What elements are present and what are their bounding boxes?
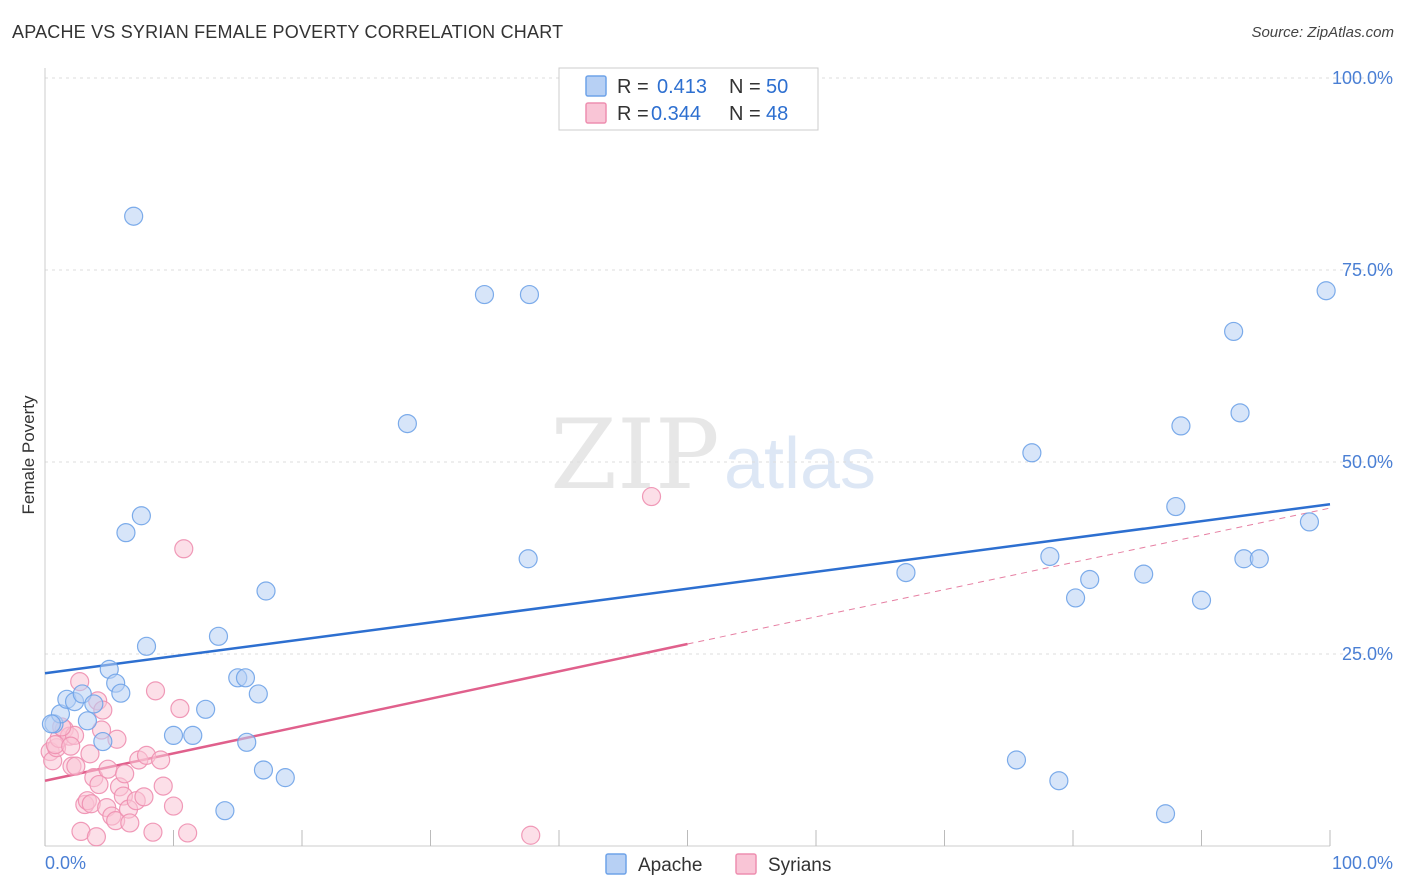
apache-point	[41, 714, 62, 734]
apache-point	[1080, 569, 1100, 590]
bottom-legend-swatch-apache	[605, 853, 627, 875]
x-tick-labels: 0.0% 100.0%	[45, 853, 1393, 873]
y-tick-label: 75.0%	[1342, 260, 1393, 280]
syrians-points	[40, 486, 662, 847]
syrians-point	[170, 698, 190, 719]
apache-point	[519, 284, 540, 305]
apache-point	[518, 549, 538, 569]
source-credit: Source: ZipAtlas.com	[1251, 24, 1394, 41]
apache-point	[215, 801, 235, 821]
syrians-point	[521, 825, 541, 845]
chart-title: APACHE VS SYRIAN FEMALE POVERTY CORRELAT…	[12, 22, 564, 42]
apache-point	[124, 206, 144, 226]
legend-swatch-apache	[585, 75, 607, 97]
y-tick-label: 100.0%	[1332, 68, 1393, 88]
apache-point	[1230, 403, 1250, 423]
apache-point	[163, 725, 184, 746]
apache-point	[183, 725, 203, 746]
legend-r-value-apache: 0.413	[657, 76, 707, 98]
syrians-point	[134, 787, 154, 807]
apache-point	[1006, 750, 1027, 770]
apache-point	[1316, 281, 1336, 301]
apache-point	[1224, 321, 1244, 342]
apache-point	[116, 523, 136, 543]
apache-point	[1166, 496, 1186, 517]
legend-n-label-apache: N =	[729, 76, 761, 98]
legend-swatch-syrians	[585, 102, 607, 124]
watermark-atlas: atlas	[724, 424, 876, 504]
syrians-point	[86, 827, 107, 847]
x-tick-label-max: 100.0%	[1332, 853, 1393, 873]
syrians-point	[174, 539, 194, 559]
syrians-point	[80, 744, 100, 764]
apache-point	[1249, 549, 1269, 569]
correlation-legend: R = 0.413 N = 50 R = 0.344 N = 48	[558, 67, 819, 131]
watermark-zip: ZIP	[550, 399, 719, 511]
syrians-point	[641, 486, 662, 507]
bottom-legend-apache: Apache	[638, 855, 702, 876]
y-tick-label: 25.0%	[1342, 644, 1393, 664]
apache-point	[1022, 443, 1042, 463]
apache-point	[235, 668, 256, 688]
apache-point	[253, 760, 274, 780]
apache-trend-line	[44, 503, 1331, 675]
apache-point	[474, 284, 495, 305]
series-legend: Apache Syrians	[605, 853, 831, 876]
bottom-legend-syrians: Syrians	[768, 855, 831, 876]
bottom-legend-swatch-syrians	[735, 853, 757, 875]
apache-point	[136, 636, 157, 656]
apache-point	[397, 414, 417, 434]
apache-point	[896, 562, 916, 583]
apache-point	[131, 506, 151, 526]
syrians-point	[153, 776, 173, 796]
x-tick-label-min: 0.0%	[45, 853, 86, 873]
syrians-point	[89, 774, 109, 795]
axes	[44, 68, 1331, 847]
apache-point	[237, 732, 257, 752]
syrians-point	[163, 796, 184, 816]
apache-point	[196, 699, 216, 719]
apache-point	[208, 626, 229, 646]
apache-point	[1155, 804, 1176, 824]
apache-point	[1171, 416, 1191, 436]
legend-r-value-syrians: 0.344	[651, 103, 701, 125]
syrians-point	[120, 813, 140, 833]
y-axis-label: Female Poverty	[19, 395, 38, 515]
syrians-point	[145, 681, 166, 701]
apache-point	[1065, 588, 1086, 608]
apache-point	[1049, 771, 1069, 791]
legend-r-label-syrians: R =	[617, 103, 649, 125]
apache-point	[248, 684, 268, 704]
apache-point	[111, 683, 131, 703]
y-tick-label: 50.0%	[1342, 452, 1393, 472]
syrians-point	[115, 764, 135, 784]
legend-r-label-apache: R =	[617, 76, 649, 98]
apache-point	[84, 694, 104, 714]
apache-point	[1040, 546, 1060, 567]
apache-point	[1134, 564, 1154, 584]
syrians-point	[61, 736, 81, 756]
syrians-point	[178, 823, 198, 843]
syrians-point	[143, 822, 163, 842]
legend-n-label-syrians: N =	[729, 103, 761, 125]
apache-point	[1191, 590, 1212, 610]
syrians-point	[66, 756, 86, 776]
apache-point	[93, 731, 113, 752]
grid-lines	[45, 77, 1392, 655]
syrians-point	[151, 750, 171, 770]
legend-n-value-apache: 50	[766, 76, 788, 98]
y-tick-labels: 25.0% 50.0% 75.0% 100.0%	[1332, 68, 1393, 664]
legend-n-value-syrians: 48	[766, 103, 788, 125]
apache-point	[77, 711, 98, 731]
apache-point	[256, 581, 276, 601]
apache-point	[275, 768, 295, 788]
apache-point	[1299, 512, 1320, 532]
apache-points	[41, 206, 1336, 824]
